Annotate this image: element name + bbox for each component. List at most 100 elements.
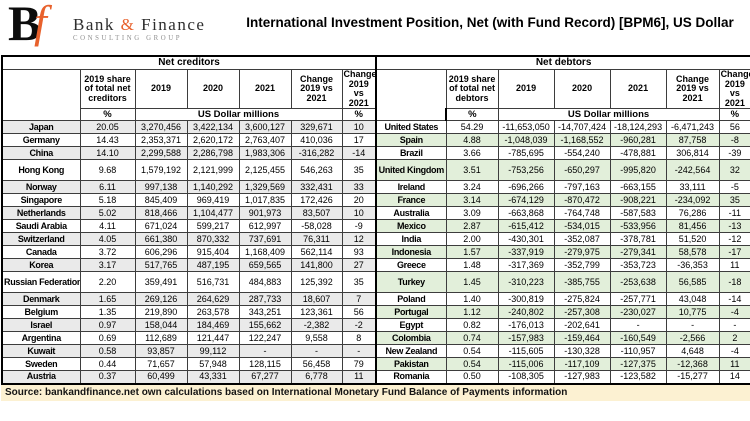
creditors-change-cell: -58,028 xyxy=(290,219,343,233)
creditors-change-cell: 172,426 xyxy=(290,193,343,207)
debtors-change-cell: 58,578 xyxy=(665,245,720,259)
creditors-2019-cell: 269,126 xyxy=(134,292,188,306)
debtors-2021-cell: -663,155 xyxy=(609,180,667,194)
creditors-2019-cell: 2,353,371 xyxy=(134,133,188,147)
creditors-2021-cell: 901,973 xyxy=(238,206,292,220)
creditors-2020-cell: 99,112 xyxy=(186,344,240,358)
debtors-share-cell: 0.82 xyxy=(445,318,499,332)
logo-letter-f: f xyxy=(34,0,47,47)
creditors-2020-cell: 599,217 xyxy=(186,219,240,233)
debtors-2021-cell: -123,582 xyxy=(609,370,667,384)
creditors-country-cell: Kuwait xyxy=(1,344,81,358)
table-row: Germany 14.43 2,353,371 2,620,172 2,763,407 4… xyxy=(1,133,750,147)
debtors-2020-cell: -797,163 xyxy=(553,180,611,194)
debtors-2020-cell: -275,824 xyxy=(553,292,611,306)
debtors-2020-cell: -352,087 xyxy=(553,232,611,246)
creditors-2019-header: 2019 xyxy=(134,69,188,109)
creditors-2020-cell: 1,140,292 xyxy=(186,180,240,194)
debtors-2019-cell: -176,013 xyxy=(497,318,555,332)
creditors-change-pct-cell: 8 xyxy=(341,331,377,345)
debtors-2020-header: 2020 xyxy=(553,69,611,109)
creditors-2020-cell: 969,419 xyxy=(186,193,240,207)
creditors-change-cell: 123,361 xyxy=(290,305,343,319)
creditors-change-pct-cell: 10 xyxy=(341,206,377,220)
debtors-change-cell: 51,520 xyxy=(665,232,720,246)
debtors-2021-cell: - xyxy=(609,318,667,332)
debtors-2021-cell: -960,281 xyxy=(609,133,667,147)
debtors-change-pct-cell: -17 xyxy=(718,245,750,259)
debtors-share-cell: 1.57 xyxy=(445,245,499,259)
debtors-share-cell: 0.54 xyxy=(445,357,499,371)
creditors-change-pct-unit: % xyxy=(341,108,377,121)
creditors-country-cell: Singapore xyxy=(1,193,81,207)
debtors-2021-cell: -908,221 xyxy=(609,193,667,207)
creditors-2019-cell: 158,044 xyxy=(134,318,188,332)
debtors-2020-cell: -352,799 xyxy=(553,258,611,272)
debtors-share-cell: 0.54 xyxy=(445,344,499,358)
debtors-change-pct-cell: -39 xyxy=(718,146,750,160)
debtors-change-cell: -15,277 xyxy=(665,370,720,384)
creditors-2021-cell: 128,115 xyxy=(238,357,292,371)
debtors-2020-cell: -159,464 xyxy=(553,331,611,345)
debtors-share-cell: 54.29 xyxy=(445,120,499,134)
creditors-2019-cell: 2,299,588 xyxy=(134,146,188,160)
debtors-2020-cell: -14,707,424 xyxy=(553,120,611,134)
creditors-2020-cell: 870,332 xyxy=(186,232,240,246)
creditors-2020-cell: 263,578 xyxy=(186,305,240,319)
table-row: Saudi Arabia 4.11 671,024 599,217 612,997 -58… xyxy=(1,219,750,233)
debtors-change-cell: 33,111 xyxy=(665,180,720,194)
debtors-2021-cell: -995,820 xyxy=(609,159,667,181)
debtors-2020-cell: -279,975 xyxy=(553,245,611,259)
debtors-2021-cell: -18,124,293 xyxy=(609,120,667,134)
logo-letter-b: B xyxy=(8,0,42,51)
debtors-country-cell: India xyxy=(375,232,447,246)
debtors-change-pct-cell: -4 xyxy=(718,344,750,358)
debtors-share-cell: 0.74 xyxy=(445,331,499,345)
debtors-values-unit: US Dollar millions xyxy=(497,108,720,121)
creditors-share-cell: 20.05 xyxy=(79,120,136,134)
creditors-2021-cell: 612,997 xyxy=(238,219,292,233)
brand-name: Bank & Finance xyxy=(73,16,205,34)
debtors-2019-cell: -663,868 xyxy=(497,206,555,220)
debtors-share-cell: 4.88 xyxy=(445,133,499,147)
creditors-change-cell: -2,382 xyxy=(290,318,343,332)
creditors-2020-cell: 3,422,134 xyxy=(186,120,240,134)
creditors-change-pct-cell: 20 xyxy=(341,193,377,207)
debtors-change-cell: -234,092 xyxy=(665,193,720,207)
debtors-change-cell: 4,648 xyxy=(665,344,720,358)
debtors-change-cell: 43,048 xyxy=(665,292,720,306)
debtors-change-cell: - xyxy=(665,318,720,332)
creditors-2021-cell: 484,883 xyxy=(238,271,292,293)
debtors-2019-cell: -115,006 xyxy=(497,357,555,371)
creditors-change-pct-cell: -2 xyxy=(341,318,377,332)
brand-subtitle: CONSULTING GROUP xyxy=(73,35,183,42)
creditors-country-cell: Saudi Arabia xyxy=(1,219,81,233)
creditors-2019-cell: 818,466 xyxy=(134,206,188,220)
table-row: Canada 3.72 606,296 915,404 1,168,409 562,114… xyxy=(1,245,750,259)
creditors-2021-cell: 122,247 xyxy=(238,331,292,345)
creditors-share-cell: 5.18 xyxy=(79,193,136,207)
debtors-change-cell: 56,585 xyxy=(665,271,720,293)
table-row: Sweden 0.44 71,657 57,948 128,115 56,458 79 Pak… xyxy=(1,357,750,371)
debtors-2021-cell: -257,771 xyxy=(609,292,667,306)
debtors-country-cell: France xyxy=(375,193,447,207)
creditors-country-cell: Switzerland xyxy=(1,232,81,246)
debtors-share-cell: 1.40 xyxy=(445,292,499,306)
debtors-change-cell: 10,775 xyxy=(665,305,720,319)
creditors-country-cell: Canada xyxy=(1,245,81,259)
creditors-2020-cell: 57,948 xyxy=(186,357,240,371)
creditors-change-pct-cell: 79 xyxy=(341,357,377,371)
debtors-share-cell: 2.00 xyxy=(445,232,499,246)
creditors-country-cell: Sweden xyxy=(1,357,81,371)
table-row: Argentina 0.69 112,689 121,447 122,247 9,558 8… xyxy=(1,331,750,345)
debtors-2020-cell: -202,641 xyxy=(553,318,611,332)
table-head: Net creditors Net debtors 2019 share of … xyxy=(1,55,750,121)
debtors-2020-cell: -1,168,552 xyxy=(553,133,611,147)
creditors-change-pct-cell: 35 xyxy=(341,159,377,181)
debtors-change-cell: 81,456 xyxy=(665,219,720,233)
debtors-change-pct-cell: -8 xyxy=(718,133,750,147)
corner-cell-creditors xyxy=(1,69,81,121)
creditors-2020-cell: 121,447 xyxy=(186,331,240,345)
debtors-share-cell: 1.45 xyxy=(445,271,499,293)
brand-logo: B f Bank & Finance CONSULTING GROUP xyxy=(8,0,205,53)
